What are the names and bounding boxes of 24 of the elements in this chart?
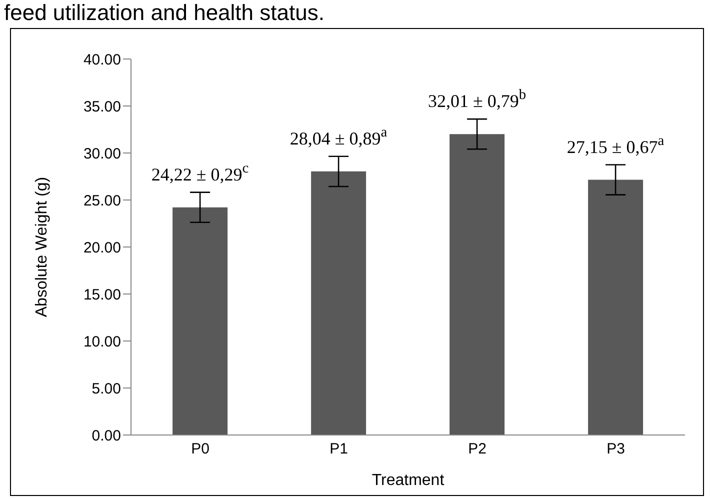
- x-tick-label: P3: [606, 440, 625, 458]
- bar: [588, 180, 644, 435]
- y-tick-label: 15.00: [83, 286, 121, 304]
- y-axis-title: Absolute Weight (g): [34, 176, 51, 318]
- y-tick-label: 5.00: [92, 380, 121, 398]
- bar: [311, 171, 366, 435]
- data-label: 27,15 ± 0,67$^{a}$: [566, 132, 665, 157]
- y-tick-label: 10.00: [83, 333, 121, 350]
- bar: [172, 207, 228, 435]
- y-tick-label: 35.00: [83, 98, 121, 116]
- data-label: 24,22 ± 0,29$^{c}$: [151, 160, 249, 184]
- x-axis-title: Treatment: [372, 472, 445, 489]
- y-tick-label: 20.00: [83, 239, 121, 256]
- y-tick-label: 0.00: [92, 427, 121, 444]
- x-tick-label: P2: [468, 440, 486, 458]
- y-tick-label: 25.00: [83, 192, 121, 210]
- data-label: 32,01 ± 0,79$^{b}$: [428, 87, 526, 112]
- x-tick-label: P0: [191, 440, 210, 458]
- data-label: 28,04 ± 0,89$^{a}$: [290, 124, 388, 148]
- bar: [450, 134, 505, 435]
- text: feed utilization and health status.: [4, 0, 324, 26]
- y-tick-label: 40.00: [83, 51, 121, 68]
- x-tick-label: P1: [330, 440, 348, 458]
- y-tick-label: 30.00: [83, 145, 121, 162]
